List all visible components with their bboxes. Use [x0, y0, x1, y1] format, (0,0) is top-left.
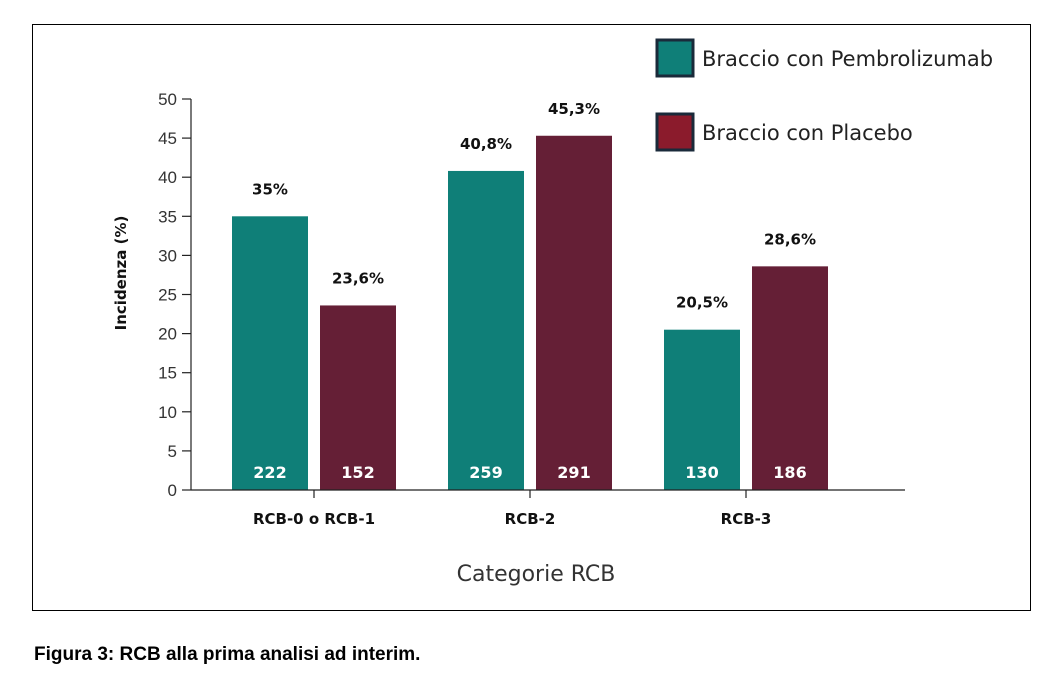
x-tick-label: RCB-0 o RCB-1 [253, 510, 375, 528]
bar-value-label: 23,6% [332, 269, 384, 287]
y-tick-label: 50 [158, 90, 177, 109]
bar-value-label: 20,5% [676, 294, 728, 312]
legend-swatch [655, 38, 695, 78]
y-tick-label: 10 [158, 403, 177, 422]
y-axis: 0 5 10 15 20 25 30 35 40 45 50 [158, 90, 192, 500]
y-tick-label: 25 [158, 286, 177, 305]
x-tick-label: RCB-2 [505, 510, 556, 528]
figure-caption: Figura 3: RCB alla prima analisi ad inte… [34, 644, 421, 665]
bar [536, 135, 612, 490]
bar-count-label: 222 [253, 463, 286, 482]
legend-swatch [655, 112, 695, 152]
bar-count-label: 291 [557, 463, 590, 482]
y-tick-label: 40 [158, 168, 177, 187]
legend: Braccio con Pembrolizumab Braccio con Pla… [655, 38, 993, 152]
bar [664, 329, 740, 490]
y-tick-label: 20 [158, 325, 177, 344]
x-axis: RCB-0 o RCB-1 RCB-2 RCB-3 [191, 489, 905, 528]
bar-count-label: 130 [685, 463, 718, 482]
bar [320, 305, 396, 490]
y-axis-title: Incidenza (%) [112, 216, 130, 331]
legend-label: Braccio con Pembrolizumab [702, 47, 993, 71]
bar [232, 216, 308, 491]
bar-count-label: 152 [341, 463, 374, 482]
legend-label: Braccio con Placebo [702, 121, 913, 145]
y-tick-label: 0 [168, 481, 177, 500]
y-tick-label: 35 [158, 207, 177, 226]
bars: 35% 222 23,6% 152 40,8% 259 45,3% 291 20,5% 130 28… [232, 100, 828, 491]
y-tick-label: 45 [158, 129, 177, 148]
x-axis-title: Categorie RCB [457, 562, 616, 587]
y-tick-label: 15 [158, 364, 177, 383]
bar-value-label: 28,6% [764, 230, 816, 248]
bar-count-label: 259 [469, 463, 502, 482]
bar-count-label: 186 [773, 463, 806, 482]
bar-value-label: 35% [252, 180, 288, 198]
chart-frame [32, 24, 1031, 611]
bar-value-label: 45,3% [548, 100, 600, 118]
y-tick-label: 5 [168, 442, 177, 461]
x-tick-label: RCB-3 [721, 510, 772, 528]
bar [448, 170, 524, 490]
bar [752, 266, 828, 490]
bar-value-label: 40,8% [460, 135, 512, 153]
y-tick-label: 30 [158, 246, 177, 265]
